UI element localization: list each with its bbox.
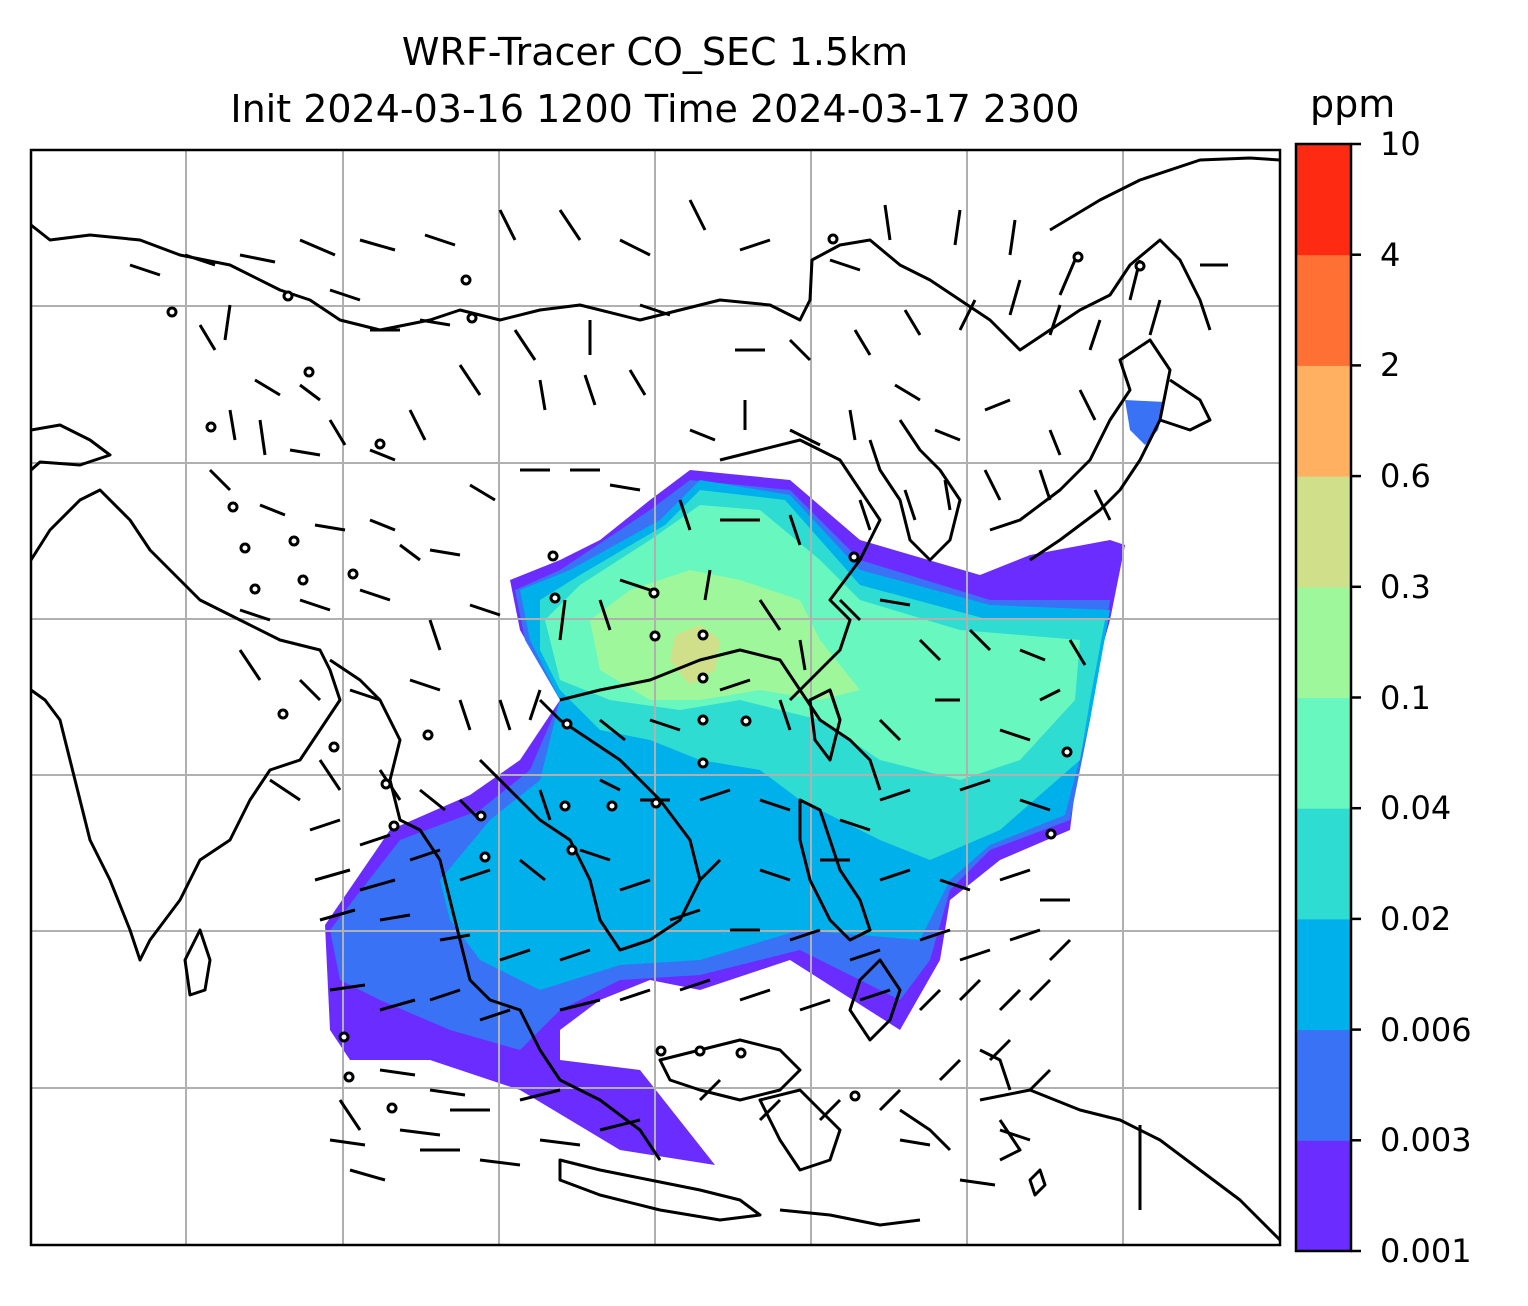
fill-level-6 xyxy=(590,570,860,700)
colorbar-swatch xyxy=(1296,476,1351,588)
colorbar-tick-label: 0.006 xyxy=(1380,1010,1472,1049)
colorbar-tick-label: 0.1 xyxy=(1380,678,1431,717)
colorbar-swatch xyxy=(1296,586,1351,698)
fill-level-7 xyxy=(670,625,720,685)
colorbar-tick-label: 0.003 xyxy=(1380,1121,1472,1160)
calm-wind-markers xyxy=(166,233,1146,1114)
colorbar-tick-label: 0.04 xyxy=(1380,789,1452,828)
colorbar-swatch xyxy=(1296,254,1351,366)
colorbar-tick-label: 2 xyxy=(1380,346,1401,385)
colorbar xyxy=(1296,142,1361,1253)
colorbar-tick-label: 0.3 xyxy=(1380,567,1431,606)
fill-hokkaido xyxy=(1125,400,1165,445)
colorbar-frame xyxy=(1294,142,1353,1253)
colorbar-swatch xyxy=(1296,365,1351,477)
colorbar-swatch xyxy=(1296,918,1351,1031)
colorbar-unit-label: ppm xyxy=(1310,82,1396,126)
colorbar-tick-label: 10 xyxy=(1380,125,1421,163)
title-line-1: WRF-Tracer CO_SEC 1.5km xyxy=(401,30,909,74)
title-line-2: Init 2024-03-16 1200 Time 2024-03-17 230… xyxy=(230,87,1080,131)
colorbar-tick-label: 0.6 xyxy=(1380,457,1431,496)
colorbar-swatch xyxy=(1296,808,1351,920)
colorbar-tick-label: 4 xyxy=(1380,235,1401,274)
map-frame xyxy=(29,148,1282,1247)
colorbar-swatch xyxy=(1296,697,1351,809)
map-area xyxy=(31,150,1280,1245)
colorbar-swatch xyxy=(1296,1029,1351,1141)
colorbar-tick-label: 0.02 xyxy=(1380,899,1452,938)
colorbar-tick-label: 0.001 xyxy=(1380,1232,1472,1270)
colorbar-swatch xyxy=(1296,144,1351,256)
coastlines xyxy=(31,156,1280,1242)
colorbar-swatch xyxy=(1296,1140,1351,1252)
